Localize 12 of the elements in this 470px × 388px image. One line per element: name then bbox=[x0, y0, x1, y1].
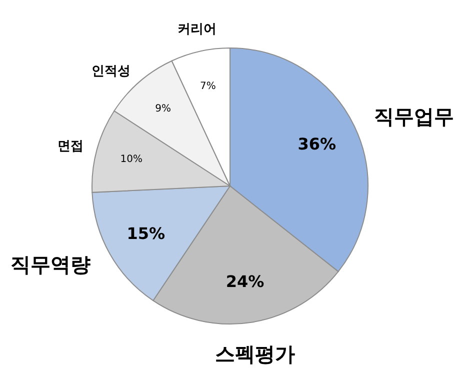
slice-label: 면접 bbox=[57, 138, 84, 154]
slice-label: 인적성 bbox=[91, 64, 130, 79]
slice-label: 직무업무 bbox=[374, 104, 454, 128]
slice-label: 커리어 bbox=[178, 22, 217, 38]
data-label: 9% bbox=[155, 103, 171, 114]
slice-label: 직무역량 bbox=[10, 252, 91, 277]
data-label: 36% bbox=[298, 134, 336, 154]
data-label: 7% bbox=[200, 80, 216, 92]
slice-label: 스펙평가 bbox=[214, 342, 295, 366]
data-label: 10% bbox=[120, 154, 143, 165]
data-label: 15% bbox=[126, 224, 165, 243]
data-label: 24% bbox=[226, 272, 264, 291]
